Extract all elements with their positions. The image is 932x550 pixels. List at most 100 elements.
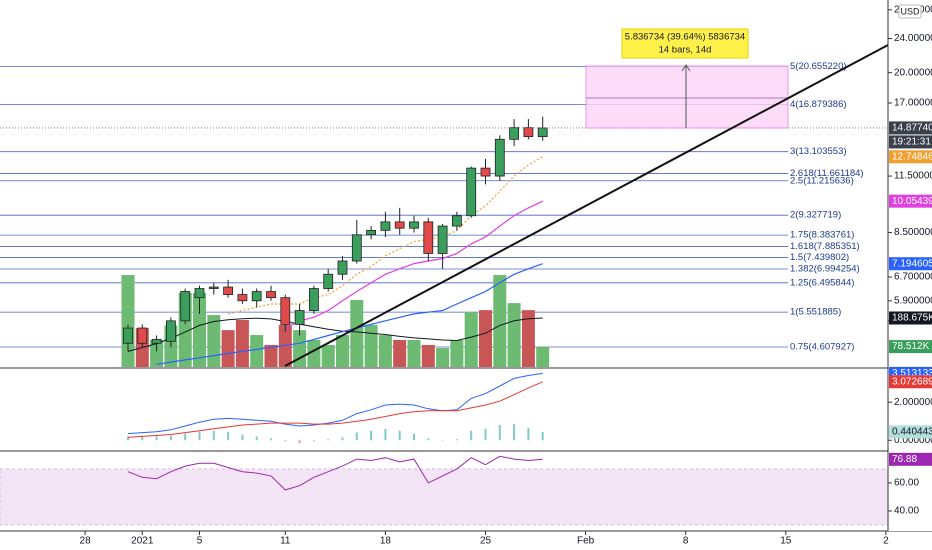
candle-body: [237, 294, 248, 302]
fib-level-label: 2.5(11.215636): [790, 175, 854, 186]
volume-bar: [336, 335, 349, 367]
fib-level-label: 1.5(7.439802): [790, 252, 849, 263]
macd-histogram-bar: [513, 424, 516, 441]
volume-bar: [221, 330, 235, 367]
candle-body: [251, 291, 262, 302]
x-tick-label: Feb: [577, 536, 595, 547]
x-tick-label: 2: [883, 536, 889, 547]
candle-body: [294, 310, 305, 325]
volume-bar: [321, 344, 335, 367]
volume-bar: [193, 292, 206, 367]
fib-level-label: 3(13.103553): [790, 146, 847, 157]
volume-bar: [407, 339, 421, 367]
macd-histogram-bar: [427, 438, 430, 441]
macd-histogram-bar: [355, 432, 358, 441]
price-label: 0.440443: [892, 426, 932, 437]
macd-histogram-bar: [527, 427, 530, 441]
price-label: 188.675K: [892, 313, 932, 324]
macd-histogram-bar: [498, 425, 501, 441]
x-tick-label: 2021: [131, 536, 154, 547]
y-tick-label: 0.000000: [894, 435, 932, 446]
volume-bar: [378, 335, 392, 367]
macd-histogram-bar: [284, 440, 287, 442]
currency-label: USD: [900, 6, 920, 16]
candle-body: [280, 297, 291, 325]
volume-bar: [393, 339, 407, 367]
price-label: 3.072689: [892, 376, 932, 387]
macd-histogram-bar: [241, 434, 244, 441]
price-label: 78.512K: [892, 341, 930, 352]
candle-body: [123, 327, 133, 344]
candle-body: [151, 338, 162, 344]
price-label-box: [889, 340, 932, 354]
price-label-box: [889, 311, 932, 325]
macd-histogram-bar: [184, 433, 187, 441]
macd-histogram-bar: [169, 435, 172, 441]
candle-body: [366, 229, 377, 236]
macd-histogram-bar: [198, 431, 201, 441]
candle-body: [194, 288, 205, 299]
macd-histogram-bar: [398, 430, 401, 441]
macd-histogram-bar: [255, 436, 258, 441]
volume-bar: [493, 275, 507, 367]
price-label-box: [889, 121, 932, 135]
macd-histogram-bar: [455, 439, 458, 441]
measure-bars: 14 bars, 14d: [659, 45, 712, 56]
fib-level-label: 1.25(6.495844): [790, 277, 854, 288]
macd-histogram-bar: [141, 436, 144, 441]
macd-histogram-bar: [484, 428, 487, 441]
macd-histogram-bar: [212, 430, 215, 441]
fib-level-label: 2.618(11.661184): [790, 168, 864, 179]
candle-body: [351, 234, 362, 262]
projection-box: [585, 65, 789, 129]
moving-average-line: [156, 263, 543, 365]
x-tick-label: 5: [197, 536, 203, 547]
rsi-band: [0, 468, 889, 526]
candle-body: [494, 138, 505, 177]
price-label: 19:21:31: [892, 137, 931, 148]
drawings: 5.836734 (39.64%) 5836734 14 bars, 14d: [284, 28, 889, 367]
volume-bar: [207, 315, 221, 367]
price-label-box: [889, 375, 932, 389]
macd-histogram-bar: [227, 431, 230, 441]
price-label-box: [889, 194, 932, 208]
candle-body: [165, 320, 176, 342]
y-tick-label: 5.900000: [894, 295, 932, 306]
volume-ma-line: [127, 317, 543, 352]
y-tick-label: 20.000000: [894, 67, 932, 78]
x-tick-label: 8: [683, 536, 689, 547]
macd-histogram-bar: [441, 440, 444, 441]
candle-body: [208, 286, 219, 289]
y-tick-label: 24.000000: [894, 33, 932, 44]
volume-bar: [364, 324, 378, 367]
price-label-box: [889, 425, 932, 439]
price-label-box: [889, 150, 932, 164]
trend-line: [284, 44, 889, 367]
volume-bar: [450, 339, 464, 367]
y-tick-label: 40.00: [894, 506, 919, 517]
macd-histogram-bar: [327, 439, 330, 441]
fib-level-label: 1.75(8.383761): [790, 230, 854, 241]
price-label: 3.513133: [892, 368, 932, 379]
candle-body: [394, 221, 405, 229]
fib-level-label: 1(5.551885): [790, 307, 841, 318]
candle-body: [323, 273, 334, 289]
y-tick-label: 8.500000: [894, 227, 932, 238]
macd-histogram-bar: [384, 428, 387, 441]
candle-body: [337, 260, 348, 275]
fib-level-label: 0.75(4.607927): [790, 342, 854, 353]
macd-histogram-bar: [298, 440, 301, 444]
price-label: 7.194605: [892, 258, 932, 269]
fib-level-label: 1.618(7.885351): [790, 241, 860, 252]
fib-level-label: 1.382(6.994254): [790, 264, 860, 275]
candle-body: [480, 167, 491, 177]
macd-histogram-bar: [341, 437, 344, 441]
measure-box: [621, 28, 749, 59]
candle-body: [409, 221, 419, 229]
price-label-box: [889, 257, 932, 271]
macd-histogram-bar: [270, 438, 272, 441]
macd-histogram-bar: [370, 430, 373, 441]
